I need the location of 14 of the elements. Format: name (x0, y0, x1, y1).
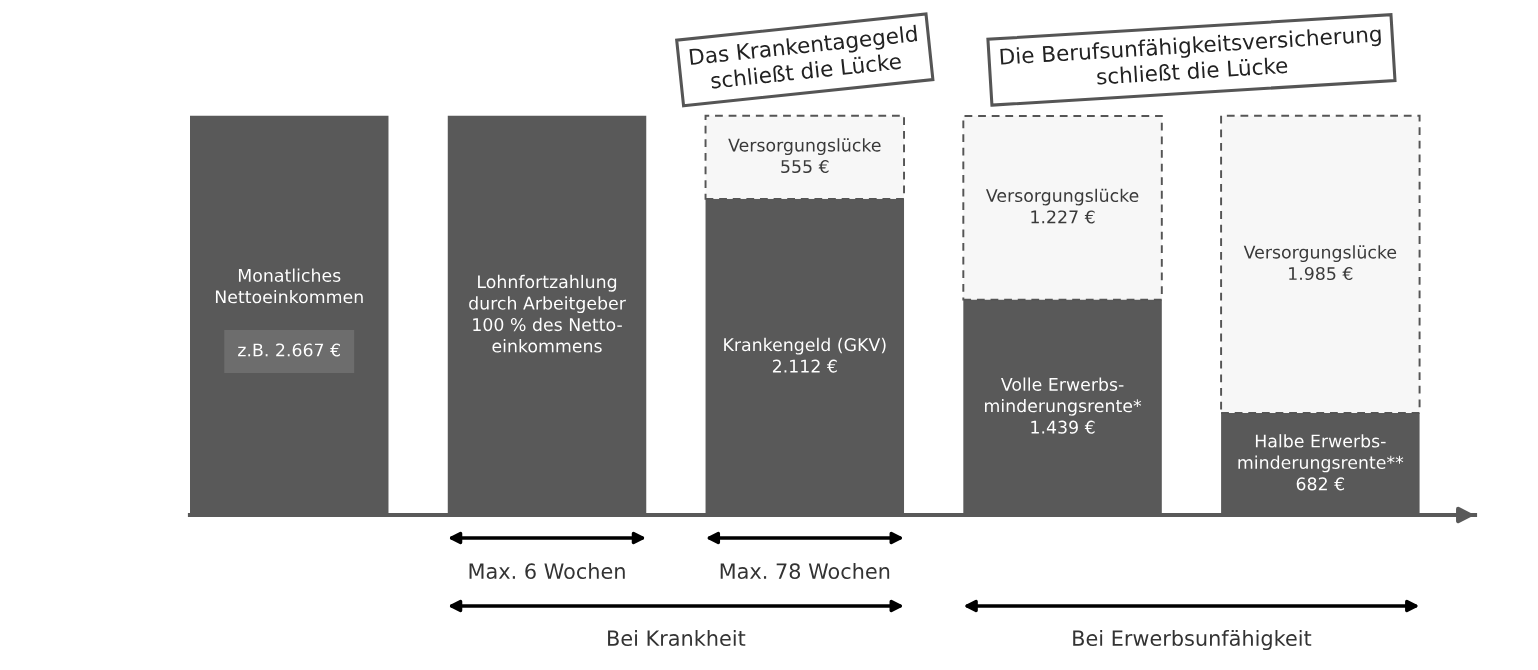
data-label: Versorgungslücke 1.985 € (1243, 245, 1397, 281)
data-label: Versorgungslücke 1.227 € (985, 188, 1139, 224)
text: Max. 6 Wochen (469, 562, 625, 580)
text: Bei Krankheit (608, 629, 746, 647)
text: Bei Erwerbsunfähigkeit (1073, 629, 1312, 651)
data-label: Krankengeld (GKV) 2.112 € (724, 337, 886, 373)
text: Max. 78 Wochen (720, 562, 890, 580)
data-label: Volle Erwerbs- minderungsrente* 1.439 € (985, 377, 1142, 434)
data-label: Halbe Erwerbs- minderungsrente** 682 € (1238, 434, 1404, 491)
text: Monatliches Nettoeinkommen z.B. 2.667 € (215, 268, 363, 357)
text: Das Krankentagegeld schließt die Lücke (689, 24, 918, 89)
text: Die Berufsunfähigkeitsversicherung schließt die Lücke (1000, 25, 1382, 85)
data-label: Lohnfortzahlung durch Arbeitgeber 100 % des Netto- einkommens (469, 274, 626, 353)
data-label: Versorgungslücke 555 € (728, 138, 881, 174)
